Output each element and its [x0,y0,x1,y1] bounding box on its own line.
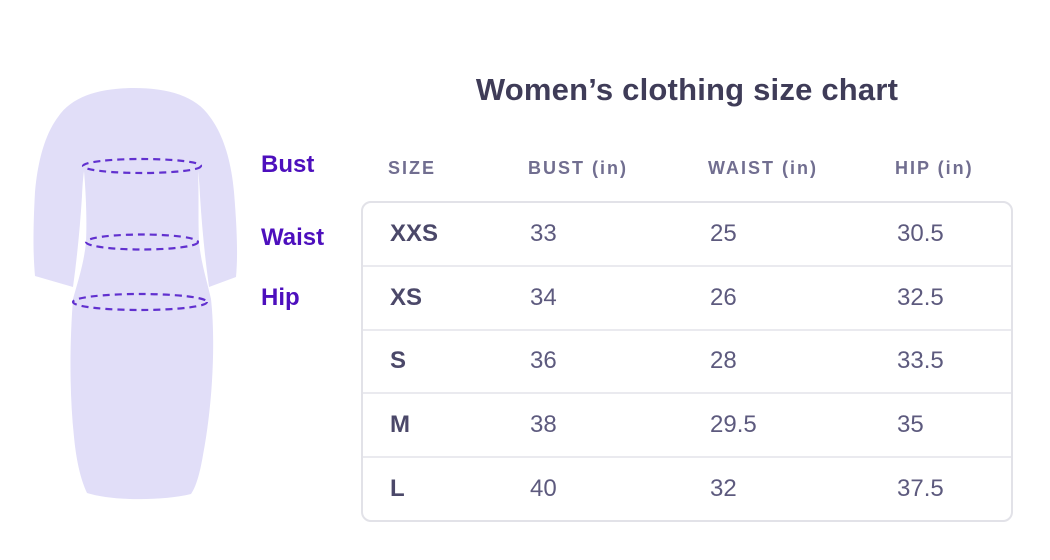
waist-label: Waist [261,224,325,251]
size-cell: XS [390,283,423,311]
size-table: XXS 33 25 30.5 XS 34 26 32.5 S 36 28 33.5 M 38 29.5 35 L… [361,201,1013,522]
table-row: L 40 32 37.5 [363,456,1011,520]
column-header-size: SIZE [388,158,437,178]
column-header-bust: BUST (in) [528,158,628,178]
value-cell: 38 [530,411,557,439]
table-row: M 38 29.5 35 [363,392,1011,456]
value-cell: 26 [710,283,737,311]
size-cell: L [390,475,405,503]
value-cell: 29.5 [710,411,757,439]
size-cell: XXS [390,219,439,247]
column-header-hip: HIP (in) [895,158,974,178]
hip-label: Hip [261,284,300,311]
value-cell: 35 [897,411,924,439]
value-cell: 32 [710,475,737,503]
value-cell: 28 [710,347,737,375]
dress-illustration [33,88,238,500]
value-cell: 33 [530,219,557,247]
table-row: S 36 28 33.5 [363,328,1011,393]
hip-measure-line [71,292,209,312]
value-cell: 37.5 [897,475,944,503]
size-cell: S [390,347,407,375]
size-cell: M [390,411,410,439]
value-cell: 30.5 [897,219,944,247]
dress-silhouette [33,88,238,500]
value-cell: 33.5 [897,347,944,375]
value-cell: 36 [530,347,557,375]
table-row: XS 34 26 32.5 [363,264,1011,329]
bust-measure-line [81,157,203,175]
page-title: Women’s clothing size chart [475,72,899,107]
value-cell: 34 [530,283,557,311]
table-row: XXS 33 25 30.5 [363,203,1011,265]
waist-measure-line [84,233,200,251]
bust-label: Bust [261,151,315,178]
table-header: SIZE BUST (in) WAIST (in) HIP (in) [361,158,1013,184]
column-header-waist: WAIST (in) [708,158,818,178]
value-cell: 32.5 [897,283,944,311]
value-cell: 40 [530,475,557,503]
value-cell: 25 [710,219,737,247]
